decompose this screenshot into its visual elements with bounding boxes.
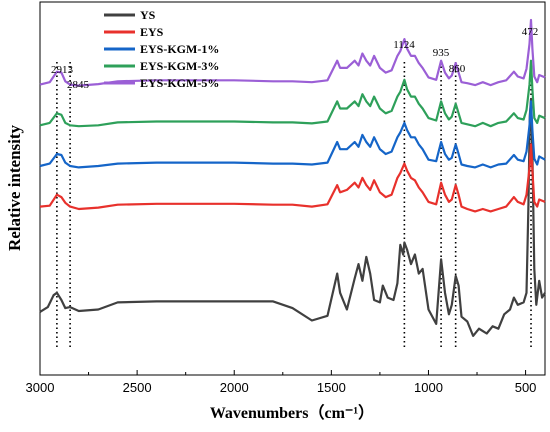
legend-label-2: EYS-KGM-1% [140,42,219,56]
x-tick-label-3000: 3000 [26,380,55,395]
legend-label-0: YS [140,8,156,22]
plot-frame [39,1,546,376]
peak-label-935: 935 [433,47,450,59]
legend: YS EYS EYS-KGM-1% EYS-KGM-3% EYS-KGM-5% [104,8,219,90]
peak-label-860: 860 [449,63,466,75]
legend-label-3: EYS-KGM-3% [140,59,219,73]
series-line-eys [39,143,546,213]
series-line-eys-kgm-5- [39,18,546,87]
peak-label-472: 472 [522,26,539,38]
spectra-series [39,18,546,337]
x-tick-label-1500: 1500 [317,380,346,395]
x-axis-ticks: 3000 2500 2000 1500 1000 500 [26,370,537,395]
peak-labels: 2913 2845 1124 935 860 472 [51,26,538,91]
x-axis-title: Wavenumbers（cm⁻¹） [210,404,374,422]
series-line-eys-kgm-1- [39,100,546,169]
series-line-ys [39,97,546,337]
peak-label-2845: 2845 [67,79,90,91]
peak-label-2913: 2913 [51,64,74,76]
series-line-eys-kgm-3- [39,59,546,128]
legend-label-4: EYS-KGM-5% [140,76,219,90]
x-tick-label-2500: 2500 [123,380,152,395]
x-tick-label-1000: 1000 [414,380,443,395]
x-tick-label-500: 500 [515,380,537,395]
x-tick-label-2000: 2000 [220,380,249,395]
y-axis-title: Relative intensity [5,124,24,251]
legend-label-1: EYS [140,25,164,39]
peak-label-1124: 1124 [393,39,415,51]
